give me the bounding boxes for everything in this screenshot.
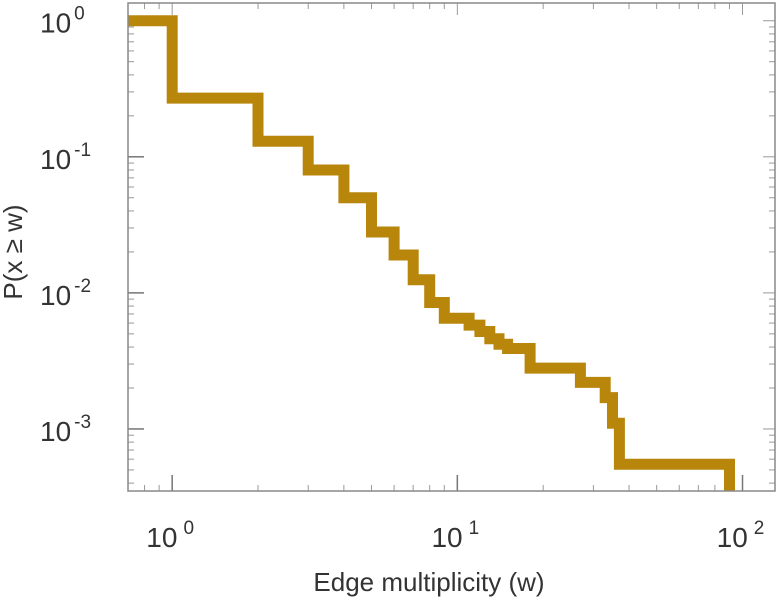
plot-frame (127, 2, 776, 492)
x-tick-label: 10 1 (431, 518, 479, 553)
x-axis-label: Edge multiplicity (w) (313, 567, 544, 597)
x-tick-labels: 10 0 10 1 10 2 (146, 518, 764, 553)
y-tick-label: 10 -1 (40, 140, 91, 175)
y-tick-label: 10 0 (40, 4, 85, 39)
x-tick-label: 10 0 (146, 518, 194, 553)
y-axis-label: P(x ≥ w) (0, 204, 28, 299)
major-ticks (128, 19, 744, 491)
x-tick-label: 10 2 (717, 518, 765, 553)
minor-ticks (127, 3, 775, 491)
series-line (128, 15, 735, 491)
y-tick-label: 10 -2 (40, 276, 91, 311)
y-tick-label: 10 -3 (40, 412, 91, 447)
